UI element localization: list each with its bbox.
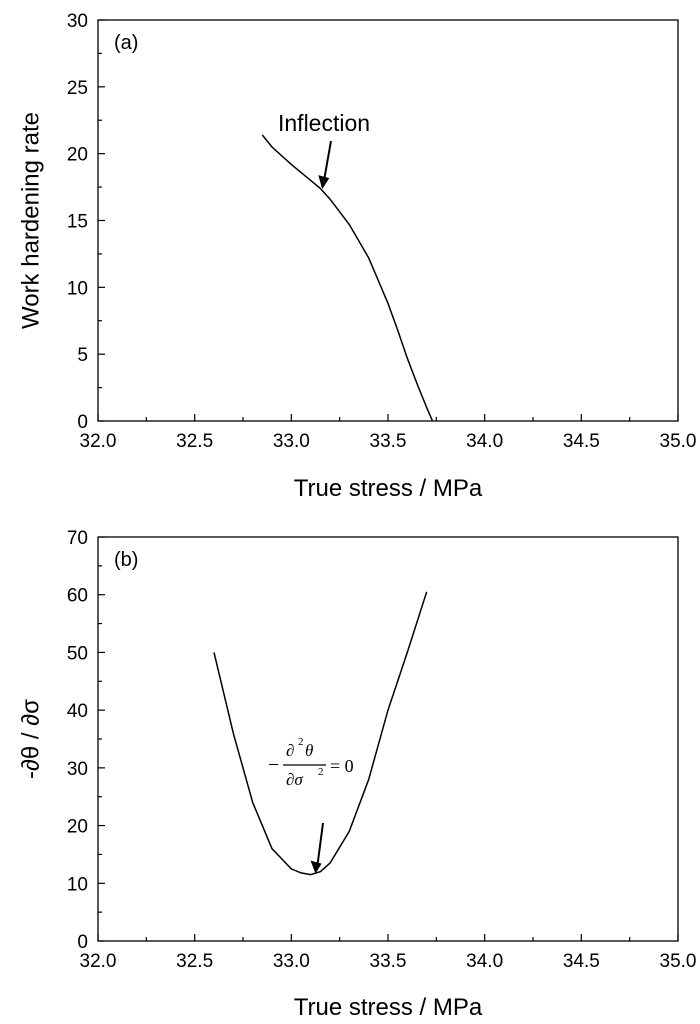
y-tick-label: 25 [67, 78, 88, 99]
y-tick-label: 40 [67, 701, 88, 722]
y-tick-label: 60 [67, 586, 88, 607]
formula-rhs: = 0 [330, 756, 354, 776]
formula-minus: − [268, 754, 279, 776]
x-tick-label: 33.0 [273, 431, 310, 452]
series-line [213, 591, 428, 876]
x-tick-label: 32.0 [80, 431, 117, 452]
x-tick-label: 32.5 [176, 951, 213, 972]
x-axis-title: True stress / MPa [294, 994, 483, 1021]
y-tick-label: 20 [67, 817, 88, 838]
annotation-label: Inflection [278, 110, 370, 136]
x-tick-label: 34.0 [466, 431, 503, 452]
x-tick-label: 33.5 [370, 951, 407, 972]
formula-den-exp: 2 [318, 766, 324, 778]
series-line [261, 134, 434, 422]
x-tick-label: 34.5 [563, 431, 600, 452]
x-tick-label: 33.0 [273, 951, 310, 972]
formula-num-sym: ∂ [286, 741, 294, 760]
x-tick-label: 32.5 [176, 431, 213, 452]
arrow-head [318, 175, 330, 190]
x-tick-label: 34.5 [563, 951, 600, 972]
y-axis-title: -∂θ / ∂σ [17, 699, 44, 779]
y-tick-label: 20 [67, 145, 88, 166]
formula-den-sym: ∂σ [286, 770, 303, 789]
y-tick-label: 0 [77, 932, 88, 953]
annotation-arrow [316, 822, 324, 865]
formula-num-exp: 2 [298, 736, 304, 748]
y-tick-label: 10 [67, 874, 88, 895]
x-tick-label: 33.5 [370, 431, 407, 452]
x-tick-label: 35.0 [660, 431, 697, 452]
x-tick-label: 32.0 [80, 951, 117, 972]
plot-frame [97, 536, 679, 942]
x-tick-label: 34.0 [466, 951, 503, 972]
formula-num-var: θ [305, 741, 313, 760]
panel-a: 32.0 32.5 33.0 33.5 34.0 34.5 35.0 0 5 10 15 20 25 30… [17, 11, 696, 502]
y-tick-label: 10 [67, 278, 88, 299]
plot-frame [97, 19, 679, 422]
arrow-head [310, 860, 322, 874]
y-tick-label: 30 [67, 11, 88, 32]
y-tick-label: 50 [67, 643, 88, 664]
y-tick-label: 70 [67, 528, 88, 549]
y-tick-label: 30 [67, 759, 88, 780]
panel-b: 32.0 32.5 33.0 33.5 34.0 34.5 35.0 0 10 20 30 40 50 6… [17, 528, 696, 1021]
y-tick-label: 15 [67, 212, 88, 233]
y-tick-label: 0 [77, 412, 88, 433]
y-tick-label: 5 [77, 345, 88, 366]
annotation-arrow [323, 140, 332, 180]
panel-label: (b) [114, 549, 138, 571]
x-tick-label: 35.0 [660, 951, 697, 972]
y-axis-title: Work hardening rate [17, 112, 44, 329]
panel-label: (a) [114, 32, 138, 54]
x-axis-title: True stress / MPa [294, 475, 483, 502]
